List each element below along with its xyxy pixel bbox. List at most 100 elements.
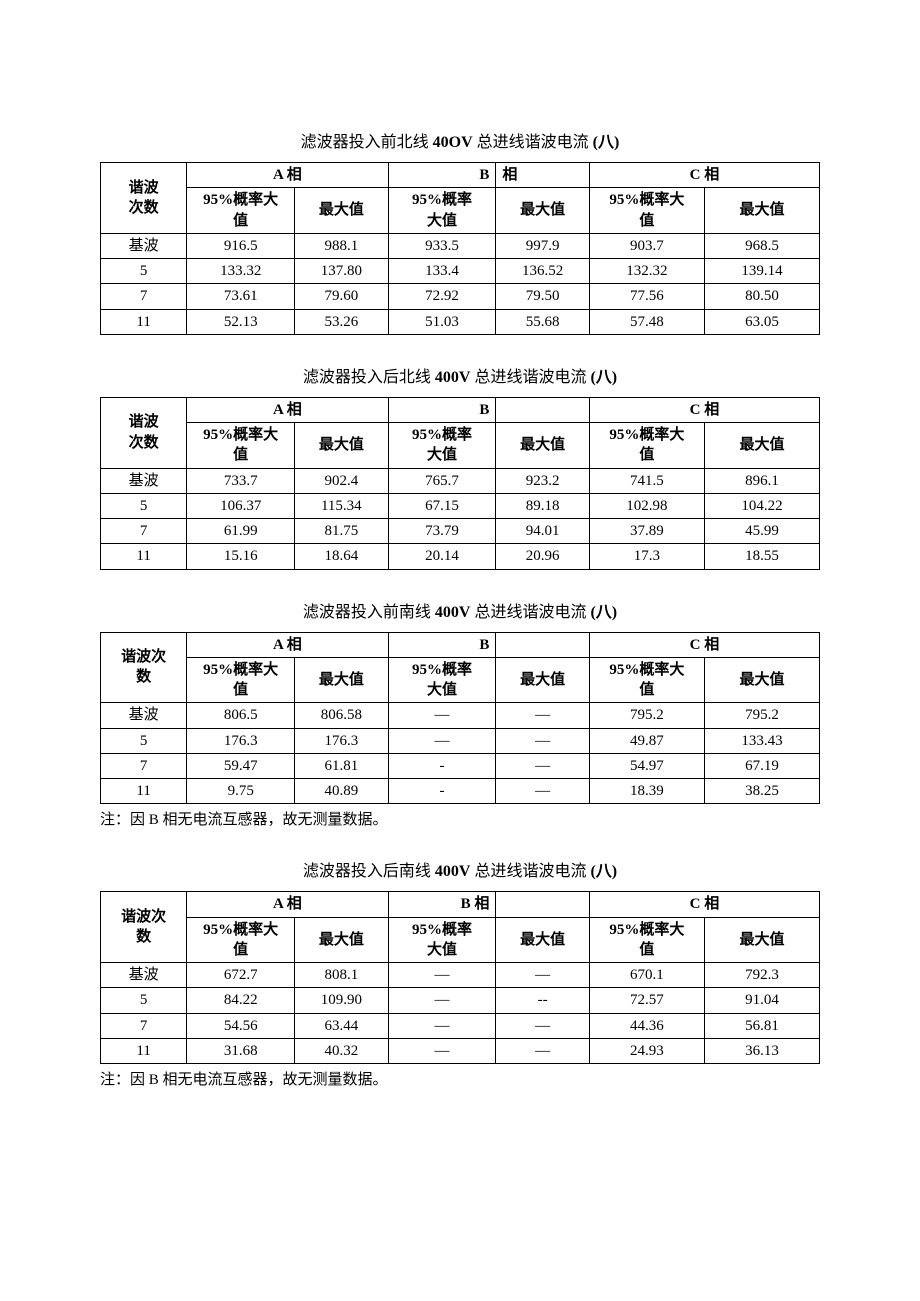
title-paren: (八) <box>590 863 617 880</box>
cell-value: 54.56 <box>187 1013 295 1038</box>
cell-value: 77.56 <box>589 284 704 309</box>
cell-value: 61.81 <box>295 753 388 778</box>
cell-value: — <box>388 1013 496 1038</box>
cell-value: 20.96 <box>496 544 589 569</box>
cell-value: 808.1 <box>295 963 388 988</box>
cell-value: 806.5 <box>187 703 295 728</box>
table-title: 滤波器投入前北线 40OV 总进线谐波电流 (八) <box>100 128 820 152</box>
cell-value: 137.80 <box>295 259 388 284</box>
cell-value: 106.37 <box>187 493 295 518</box>
cell-value: 81.75 <box>295 519 388 544</box>
cell-value: 670.1 <box>589 963 704 988</box>
subheader: 95%概率大值 <box>187 423 295 469</box>
header-row-1: 谐波次数A 相B 相C 相 <box>101 892 820 917</box>
title-pre: 滤波器投入前北线 <box>301 134 433 151</box>
phase-c-header: C 相 <box>589 397 819 422</box>
phase-a-header: A 相 <box>187 397 388 422</box>
cell-value: 49.87 <box>589 728 704 753</box>
harmonic-table: 谐波次数A 相BC 相95%概率大值最大值95%概率大值最大值95%概率大值最大… <box>100 397 820 570</box>
row-header-label: 谐波次数 <box>101 163 187 234</box>
header-row-1: 谐波次数A 相B相C 相 <box>101 163 820 188</box>
header-row-2: 95%概率大值最大值95%概率大值最大值95%概率大值最大值 <box>101 917 820 963</box>
cell-value: — <box>496 703 589 728</box>
cell-value: 902.4 <box>295 468 388 493</box>
subheader: 95%概率大值 <box>589 657 704 703</box>
row-header-label: 谐波次数 <box>101 632 187 703</box>
cell-value: 52.13 <box>187 309 295 334</box>
table-note: 注：因 B 相无电流互感器，故无测量数据。 <box>100 1068 820 1089</box>
row-header-label: 谐波次数 <box>101 892 187 963</box>
cell-value: — <box>388 703 496 728</box>
title-voltage: 400V <box>435 369 471 386</box>
cell-value: 916.5 <box>187 233 295 258</box>
cell-value: 115.34 <box>295 493 388 518</box>
cell-value: 933.5 <box>388 233 496 258</box>
cell-value: — <box>388 1038 496 1063</box>
phase-b-header-left: B 相 <box>388 892 496 917</box>
cell-value: 795.2 <box>704 703 819 728</box>
cell-value: — <box>496 1038 589 1063</box>
table-row: 1131.6840.32——24.9336.13 <box>101 1038 820 1063</box>
phase-b-header-right: 相 <box>496 163 589 188</box>
row-harmonic: 7 <box>101 753 187 778</box>
cell-value: — <box>496 963 589 988</box>
cell-value: 741.5 <box>589 468 704 493</box>
table-title: 滤波器投入后南线 400V 总进线谐波电流 (八) <box>100 857 820 881</box>
subheader: 95%概率大值 <box>388 188 496 234</box>
cell-value: — <box>496 753 589 778</box>
cell-value: 89.18 <box>496 493 589 518</box>
cell-value: 15.16 <box>187 544 295 569</box>
cell-value: 79.60 <box>295 284 388 309</box>
table-title: 滤波器投入后北线 400V 总进线谐波电流 (八) <box>100 363 820 387</box>
cell-value: 133.43 <box>704 728 819 753</box>
cell-value: 765.7 <box>388 468 496 493</box>
subheader: 95%概率大值 <box>388 917 496 963</box>
table-block: 滤波器投入前北线 40OV 总进线谐波电流 (八) 谐波次数A 相B相C 相95%… <box>100 128 820 335</box>
cell-value: — <box>496 728 589 753</box>
cell-value: 38.25 <box>704 779 819 804</box>
cell-value: - <box>388 779 496 804</box>
cell-value: 988.1 <box>295 233 388 258</box>
cell-value: 733.7 <box>187 468 295 493</box>
row-header-label: 谐波次数 <box>101 397 187 468</box>
cell-value: 795.2 <box>589 703 704 728</box>
cell-value: - <box>388 753 496 778</box>
table-block: 滤波器投入后南线 400V 总进线谐波电流 (八) 谐波次数A 相B 相C 相95… <box>100 857 820 1089</box>
table-row: 119.7540.89-—18.3938.25 <box>101 779 820 804</box>
title-paren: (八) <box>593 134 620 151</box>
row-harmonic: 5 <box>101 259 187 284</box>
cell-value: 72.57 <box>589 988 704 1013</box>
row-harmonic: 7 <box>101 284 187 309</box>
title-pre: 滤波器投入后北线 <box>303 369 435 386</box>
cell-value: 73.61 <box>187 284 295 309</box>
cell-value: 53.26 <box>295 309 388 334</box>
table-row: 1115.1618.6420.1420.9617.318.55 <box>101 544 820 569</box>
cell-value: — <box>388 728 496 753</box>
title-post: 总进线谐波电流 <box>470 369 590 386</box>
cell-value: 79.50 <box>496 284 589 309</box>
cell-value: 37.89 <box>589 519 704 544</box>
title-post: 总进线谐波电流 <box>470 863 590 880</box>
cell-value: — <box>388 963 496 988</box>
cell-value: 997.9 <box>496 233 589 258</box>
table-row: 基波806.5806.58——795.2795.2 <box>101 703 820 728</box>
phase-a-header: A 相 <box>187 163 388 188</box>
title-post: 总进线谐波电流 <box>473 134 593 151</box>
cell-value: 132.32 <box>589 259 704 284</box>
row-harmonic: 5 <box>101 493 187 518</box>
title-voltage: 400V <box>435 863 471 880</box>
subheader: 最大值 <box>704 423 819 469</box>
subheader: 95%概率大值 <box>589 423 704 469</box>
cell-value: 133.32 <box>187 259 295 284</box>
table-row: 759.4761.81-—54.9767.19 <box>101 753 820 778</box>
subheader: 最大值 <box>704 657 819 703</box>
subheader: 最大值 <box>496 657 589 703</box>
subheader: 最大值 <box>295 188 388 234</box>
cell-value: 61.99 <box>187 519 295 544</box>
cell-value: 806.58 <box>295 703 388 728</box>
cell-value: — <box>388 988 496 1013</box>
cell-value: 18.55 <box>704 544 819 569</box>
phase-c-header: C 相 <box>589 163 819 188</box>
cell-value: — <box>496 1013 589 1038</box>
cell-value: 18.64 <box>295 544 388 569</box>
